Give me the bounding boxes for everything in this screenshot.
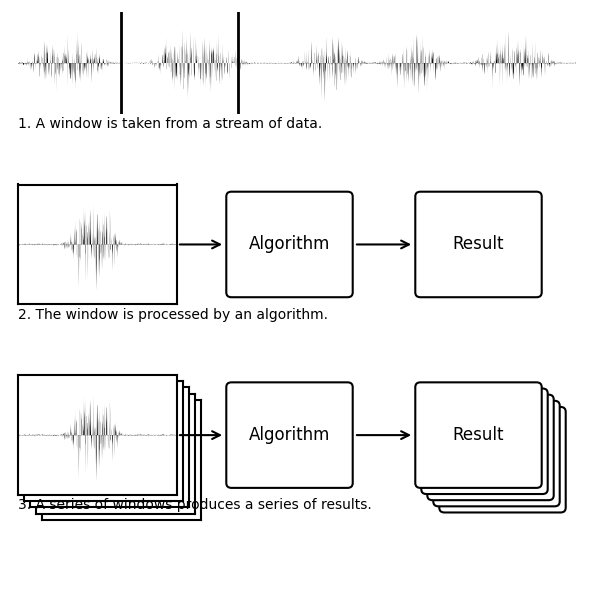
Bar bbox=[121, 10, 238, 116]
FancyBboxPatch shape bbox=[415, 383, 542, 488]
Text: Algorithm: Algorithm bbox=[249, 236, 330, 253]
FancyBboxPatch shape bbox=[226, 383, 353, 488]
FancyBboxPatch shape bbox=[226, 192, 353, 297]
Text: 1. A window is taken from a stream of data.: 1. A window is taken from a stream of da… bbox=[18, 117, 322, 131]
Text: 2. The window is processed by an algorithm.: 2. The window is processed by an algorit… bbox=[18, 308, 328, 322]
Text: 3. A series of windows produces a series of results.: 3. A series of windows produces a series… bbox=[18, 498, 372, 512]
FancyBboxPatch shape bbox=[439, 407, 566, 512]
FancyBboxPatch shape bbox=[433, 401, 560, 506]
Text: Result: Result bbox=[453, 426, 504, 444]
Text: Algorithm: Algorithm bbox=[249, 426, 330, 444]
FancyBboxPatch shape bbox=[415, 192, 542, 297]
Text: Result: Result bbox=[453, 236, 504, 253]
FancyBboxPatch shape bbox=[427, 395, 554, 500]
FancyBboxPatch shape bbox=[421, 389, 548, 494]
Bar bbox=[121, 10, 238, 116]
